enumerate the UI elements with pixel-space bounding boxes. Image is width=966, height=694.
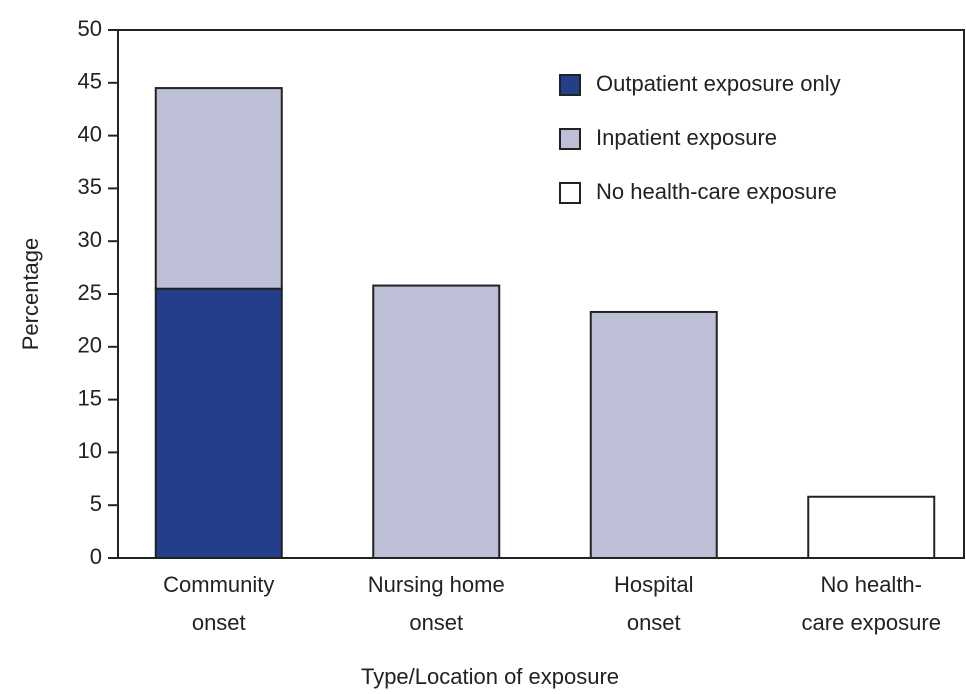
bar-segment [154,287,283,559]
x-tick-label: onset [409,610,463,635]
x-tick-label: onset [627,610,681,635]
x-tick-label: Nursing home [368,572,505,597]
x-tick-label: Community [163,572,274,597]
y-tick-label: 15 [78,385,102,410]
y-tick-label: 25 [78,280,102,305]
y-axis-title: Percentage [18,238,43,351]
x-tick-label: care exposure [802,610,941,635]
legend-swatch [559,128,581,150]
y-tick-label: 40 [78,121,102,146]
y-tick-label: 20 [78,333,102,358]
legend-label: Outpatient exposure only [596,71,841,96]
legend-swatch [559,74,581,96]
bar-segment [372,284,501,559]
y-tick-label: 30 [78,227,102,252]
legend-label: No health-care exposure [596,179,837,204]
x-tick-label: No health- [820,572,922,597]
legend-label: Inpatient exposure [596,125,777,150]
y-tick-label: 45 [78,69,102,94]
y-tick-label: 5 [90,491,102,516]
x-axis-title: Type/Location of exposure [361,664,619,689]
x-tick-label: Hospital [614,572,693,597]
bar-segment [807,495,936,560]
y-tick-label: 0 [90,544,102,569]
bar-segment [589,310,718,559]
x-tick-label: onset [192,610,246,635]
legend-swatch [559,182,581,204]
y-tick-label: 35 [78,174,102,199]
y-tick-label: 50 [78,16,102,41]
bar-segment [154,87,283,290]
y-tick-label: 10 [78,438,102,463]
